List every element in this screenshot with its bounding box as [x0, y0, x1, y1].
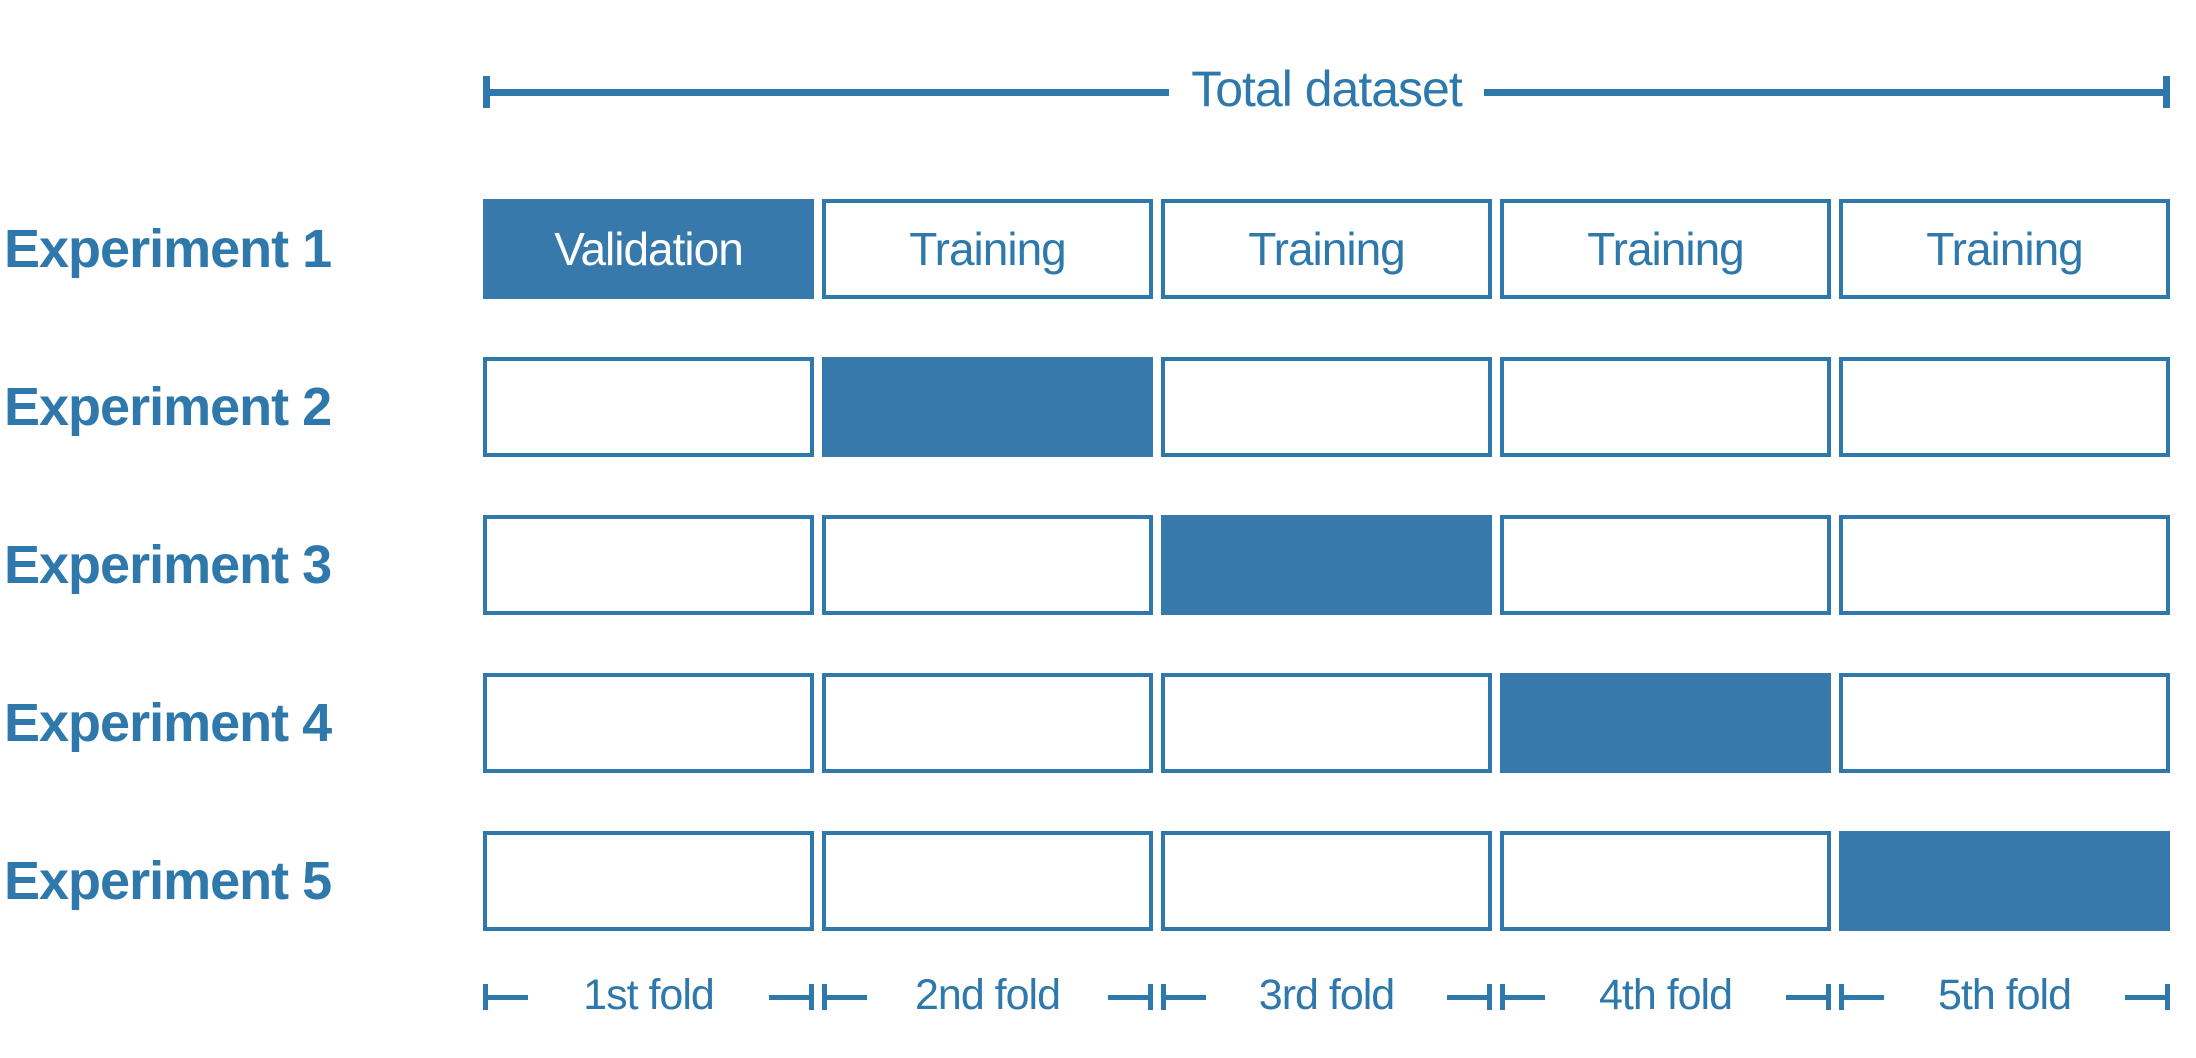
fold-axis-segment-3: 3rd fold [1161, 963, 1492, 1031]
fold-cell [822, 831, 1153, 931]
fold-cell [1161, 357, 1492, 457]
total-dataset-label: Total dataset [1191, 61, 1463, 117]
bracket-right-tick-icon [2163, 76, 2170, 108]
experiment-4-label: Experiment 4 [4, 693, 332, 753]
fold-label-3: 3rd fold [1258, 970, 1395, 1019]
fold-cell [483, 357, 814, 457]
fold-bracket-left-icon [1839, 984, 1884, 1010]
fold-cell [483, 831, 814, 931]
fold-axis-segment-2: 2nd fold [822, 963, 1153, 1031]
fold-cell [1839, 357, 2170, 457]
experiment-row-3: Experiment 3 [0, 515, 2196, 615]
fold-cell [822, 673, 1153, 773]
experiment-row-1: Experiment 1 Validation Training Trainin… [0, 199, 2196, 299]
fold-cell [483, 515, 814, 615]
fold-axis-segment-5: 5th fold [1839, 963, 2170, 1031]
fold-axis: 1st fold 2nd fold 3rd fold 4th fold 5th … [483, 963, 2170, 1031]
total-dataset-bracket: Total dataset [483, 61, 2170, 118]
fold-cell [483, 673, 814, 773]
fold-cell [1500, 357, 1831, 457]
fold-cell-training: Training [1839, 199, 2170, 299]
fold-bracket-left-icon [1500, 984, 1545, 1010]
bracket-line-right [1483, 88, 2163, 96]
fold-cell-training: Training [822, 199, 1153, 299]
fold-cell [1500, 515, 1831, 615]
experiment-row-2: Experiment 2 [0, 357, 2196, 457]
fold-cell-training: Training [1500, 199, 1831, 299]
experiment-row-5: Experiment 5 [0, 831, 2196, 931]
fold-bracket-left-icon [483, 984, 528, 1010]
fold-label-1: 1st fold [583, 970, 715, 1019]
experiment-2-boxes [483, 357, 2170, 457]
experiment-1-label: Experiment 1 [4, 219, 332, 279]
bracket-line-left [490, 88, 1170, 96]
fold-cell [822, 515, 1153, 615]
experiment-row-4: Experiment 4 [0, 673, 2196, 773]
experiment-4-boxes [483, 673, 2170, 773]
fold-bracket-right-icon [1786, 984, 1831, 1010]
fold-bracket-right-icon [1108, 984, 1153, 1010]
experiment-3-label: Experiment 3 [4, 535, 332, 595]
fold-cell-validation [1161, 515, 1492, 615]
fold-label-4: 4th fold [1598, 970, 1733, 1019]
fold-bracket-left-icon [822, 984, 867, 1010]
fold-label-5: 5th fold [1937, 970, 2072, 1019]
fold-cell [1839, 673, 2170, 773]
experiment-1-boxes: Validation Training Training Training Tr… [483, 199, 2170, 299]
experiment-3-boxes [483, 515, 2170, 615]
fold-axis-segment-4: 4th fold [1500, 963, 1831, 1031]
bracket-left-tick-icon [483, 76, 490, 108]
experiment-2-label: Experiment 2 [4, 377, 332, 437]
fold-cell [1839, 515, 2170, 615]
fold-cell [1161, 673, 1492, 773]
fold-bracket-right-icon [2125, 984, 2170, 1010]
fold-bracket-right-icon [1447, 984, 1492, 1010]
fold-cell-validation: Validation [483, 199, 814, 299]
fold-cell [1500, 831, 1831, 931]
fold-cell-validation [1500, 673, 1831, 773]
fold-cell-validation [1839, 831, 2170, 931]
experiment-rows: Experiment 1 Validation Training Trainin… [0, 199, 2196, 931]
fold-bracket-right-icon [769, 984, 814, 1010]
experiment-5-label: Experiment 5 [4, 851, 332, 911]
fold-cell-training: Training [1161, 199, 1492, 299]
fold-axis-segment-1: 1st fold [483, 963, 814, 1031]
fold-cell-validation [822, 357, 1153, 457]
fold-cell [1161, 831, 1492, 931]
fold-label-2: 2nd fold [914, 970, 1061, 1019]
experiment-5-boxes [483, 831, 2170, 931]
fold-bracket-left-icon [1161, 984, 1206, 1010]
